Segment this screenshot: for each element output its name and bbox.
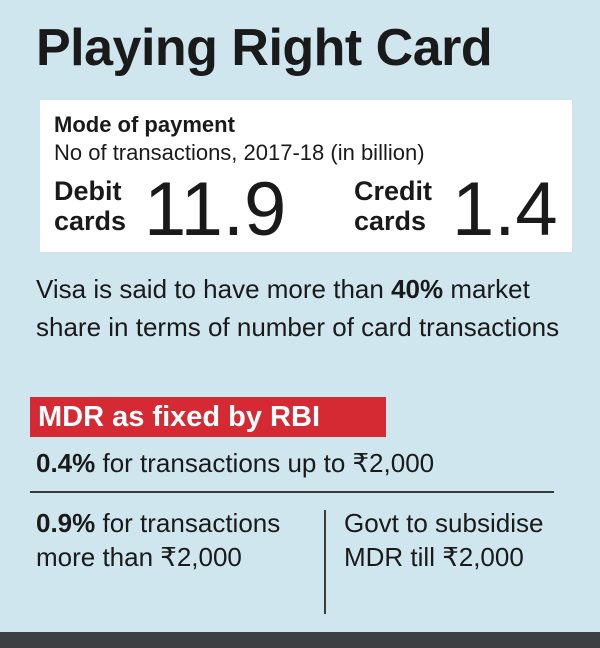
- debit-cards-value: 11.9: [144, 167, 287, 252]
- govt-subsidy-text: Govt to subsidise MDR till ₹2,000: [344, 508, 544, 572]
- debit-label-line1: Debit: [54, 176, 122, 206]
- vertical-divider: [324, 510, 326, 614]
- visa-text-before: Visa is said to have more than: [36, 274, 392, 304]
- mdr-heading: MDR as fixed by RBI: [38, 401, 320, 433]
- rule1-text: for transactions up to ₹2,000: [95, 448, 435, 478]
- credit-cards-value: 1.4: [452, 167, 558, 252]
- visa-market-share-text: Visa is said to have more than 40% marke…: [36, 270, 576, 346]
- credit-cards-label: Credit cards: [354, 176, 432, 236]
- visa-text-after: market share in terms of number of card …: [36, 274, 560, 342]
- debit-cards-label: Debit cards: [54, 176, 126, 236]
- mdr-rule-small-transactions: 0.4% for transactions up to ₹2,000: [36, 448, 434, 478]
- bottom-bar: [0, 632, 600, 648]
- rule1-rate: 0.4%: [36, 448, 96, 478]
- transactions-subtitle: No of transactions, 2017-18 (in billion): [54, 140, 425, 165]
- horizontal-divider: [30, 491, 554, 493]
- credit-label-line1: Credit: [354, 176, 433, 206]
- rule2-text: for transactions more than ₹2,000: [36, 508, 281, 572]
- mdr-heading-band: [30, 397, 386, 437]
- mode-of-payment-heading: Mode of payment: [54, 112, 235, 137]
- credit-label-line2: cards: [354, 206, 427, 236]
- mdr-rule-large-transactions: 0.9% for transactions more than ₹2,000: [36, 506, 306, 574]
- rule2-rate: 0.9%: [36, 508, 96, 538]
- infographic-title: Playing Right Card: [36, 19, 493, 77]
- debit-label-line2: cards: [54, 206, 127, 236]
- visa-highlight: 40%: [391, 274, 444, 304]
- mode-of-payment-card: Mode of payment No of transactions, 2017…: [40, 100, 572, 252]
